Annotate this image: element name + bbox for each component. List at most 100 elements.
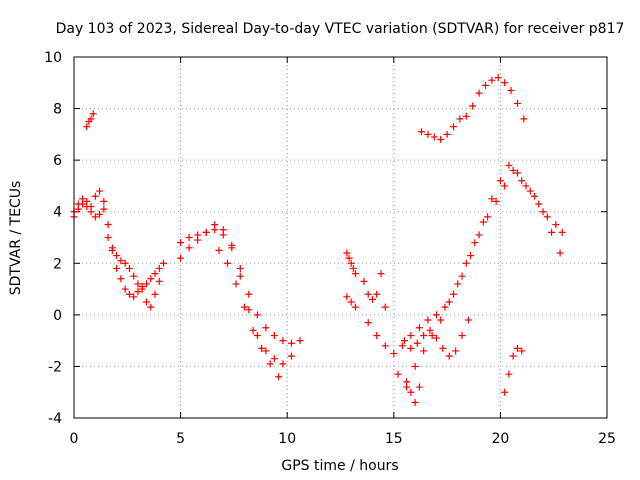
data-point xyxy=(548,228,556,236)
data-point xyxy=(134,280,142,288)
data-point xyxy=(501,388,509,396)
x-tick-label: 5 xyxy=(176,431,185,447)
data-point xyxy=(445,352,453,360)
data-point xyxy=(262,324,270,332)
data-point xyxy=(492,197,500,205)
data-point xyxy=(424,130,432,138)
series-track-c xyxy=(83,110,97,131)
x-tick-label: 0 xyxy=(70,431,79,447)
y-tick-label: 4 xyxy=(53,205,62,221)
data-point xyxy=(526,187,534,195)
data-point xyxy=(104,221,112,229)
data-point xyxy=(147,303,155,311)
data-point xyxy=(79,195,87,203)
data-point xyxy=(428,331,436,339)
data-point xyxy=(91,213,99,221)
data-point xyxy=(215,246,223,254)
x-tick-label: 15 xyxy=(385,431,403,447)
data-point xyxy=(253,311,261,319)
axis-ticks: 0 5 10 15 20 25 -4 -2 0 2 4 6 8 10 xyxy=(44,50,616,447)
data-point xyxy=(134,288,142,296)
y-tick-label: 6 xyxy=(53,153,62,169)
series-track-e xyxy=(177,221,295,368)
data-point xyxy=(479,218,487,226)
data-point xyxy=(347,259,355,267)
data-point xyxy=(155,264,163,272)
data-point xyxy=(228,241,236,249)
data-point xyxy=(407,388,415,396)
data-point xyxy=(232,280,240,288)
series-track-m xyxy=(403,378,423,407)
data-point xyxy=(87,203,95,211)
data-point xyxy=(89,110,97,118)
data-point xyxy=(155,277,163,285)
data-point xyxy=(364,319,372,327)
data-point xyxy=(415,383,423,391)
data-point xyxy=(104,234,112,241)
data-point xyxy=(108,246,116,254)
data-point xyxy=(518,177,526,185)
data-point xyxy=(484,213,492,221)
data-point xyxy=(509,166,517,174)
series-track-j xyxy=(364,166,566,358)
data-point xyxy=(373,331,381,339)
data-point xyxy=(398,342,406,350)
data-point xyxy=(377,270,385,278)
data-point xyxy=(275,373,283,381)
data-point xyxy=(420,347,428,355)
x-tick-label: 10 xyxy=(278,431,296,447)
data-point xyxy=(185,234,193,241)
data-point xyxy=(513,169,521,177)
data-point xyxy=(258,344,266,352)
data-point xyxy=(130,272,138,280)
data-point xyxy=(513,344,521,352)
data-point xyxy=(415,324,423,332)
data-point xyxy=(496,177,504,185)
grid-lines xyxy=(74,57,607,418)
data-point xyxy=(343,293,351,301)
data-point xyxy=(373,290,381,298)
data-point xyxy=(224,259,232,267)
data-point xyxy=(113,264,121,272)
data-point xyxy=(456,115,464,123)
data-point xyxy=(432,311,440,319)
data-point xyxy=(439,344,447,352)
data-point xyxy=(394,370,402,378)
data-point xyxy=(266,360,274,368)
data-point xyxy=(494,74,502,82)
data-point xyxy=(424,316,432,324)
series-track-h xyxy=(343,293,359,311)
data-point xyxy=(462,112,470,120)
y-tick-label: -2 xyxy=(48,359,62,375)
data-point xyxy=(458,272,466,280)
data-point xyxy=(347,298,355,306)
y-tick-label: 10 xyxy=(44,50,62,66)
data-point xyxy=(531,192,539,200)
data-point xyxy=(381,303,389,311)
data-point xyxy=(481,81,489,89)
data-point xyxy=(488,195,496,203)
data-point xyxy=(349,264,357,272)
data-point xyxy=(539,208,547,216)
data-point xyxy=(518,347,526,355)
series-track-d xyxy=(177,226,304,347)
data-point xyxy=(194,236,202,244)
data-point xyxy=(262,347,270,355)
data-point xyxy=(403,378,411,386)
x-tick-label: 25 xyxy=(598,431,616,447)
data-point xyxy=(100,205,108,213)
data-point xyxy=(407,344,415,352)
data-point xyxy=(279,360,287,368)
data-point xyxy=(426,326,434,334)
data-point xyxy=(420,331,428,339)
series-track-g xyxy=(343,249,359,278)
data-point xyxy=(142,280,150,288)
data-point xyxy=(138,282,146,290)
y-tick-label: 8 xyxy=(53,102,62,118)
y-tick-label: 0 xyxy=(53,308,62,324)
data-point xyxy=(467,252,475,260)
data-point xyxy=(96,187,104,195)
data-point xyxy=(471,239,479,247)
data-point xyxy=(270,331,278,339)
data-point xyxy=(509,352,517,360)
